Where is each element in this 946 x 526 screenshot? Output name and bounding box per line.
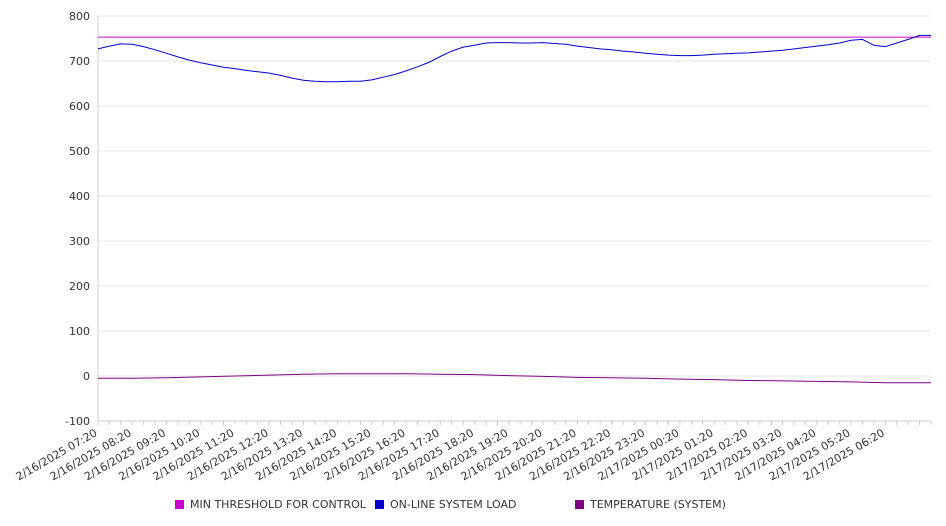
y-tick-label: 200 [69, 280, 90, 293]
legend-item: MIN THRESHOLD FOR CONTROL [175, 498, 366, 511]
legend-swatch [575, 500, 584, 509]
legend-label: TEMPERATURE (SYSTEM) [590, 498, 726, 511]
y-tick-label: 800 [69, 10, 90, 23]
legend-swatch [375, 500, 384, 509]
y-tick-label: 500 [69, 145, 90, 158]
y-tick-label: 600 [69, 100, 90, 113]
legend-item: ON-LINE SYSTEM LOAD [375, 498, 516, 511]
series-line-temperature-system [98, 373, 931, 384]
legend: MIN THRESHOLD FOR CONTROL ON-LINE SYSTEM … [0, 498, 946, 516]
series-line-on-line-system-load [97, 34, 931, 83]
y-tick-label: 300 [69, 235, 90, 248]
legend-swatch [175, 500, 184, 509]
y-tick-label: -100 [65, 415, 90, 428]
legend-label: MIN THRESHOLD FOR CONTROL [190, 498, 366, 511]
y-tick-label: 700 [69, 55, 90, 68]
y-tick-label: 400 [69, 190, 90, 203]
y-tick-label: 0 [83, 370, 90, 383]
legend-item: TEMPERATURE (SYSTEM) [575, 498, 726, 511]
y-tick-label: 100 [69, 325, 90, 338]
legend-label: ON-LINE SYSTEM LOAD [390, 498, 517, 511]
